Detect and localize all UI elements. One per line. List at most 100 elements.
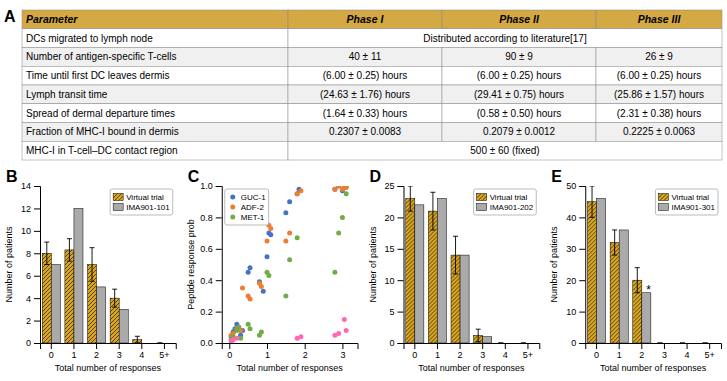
bar	[642, 293, 651, 343]
tick-mark	[414, 343, 415, 349]
tick: 3	[340, 343, 345, 360]
tick-label: 3	[117, 350, 122, 360]
axis-line	[579, 187, 586, 344]
table-text: Number of antigen-specific T-cells	[26, 51, 176, 62]
legend-box	[655, 189, 718, 215]
legend-swatch	[658, 194, 668, 201]
tick-label: 50	[566, 181, 576, 191]
legend-swatch	[477, 194, 487, 201]
legend: Virtual trialIMA901-101	[110, 189, 173, 215]
panel: DTotal number of responsesNumber of pati…	[368, 168, 540, 373]
tick-mark	[579, 312, 585, 313]
tick-label: 4	[139, 350, 144, 360]
table-cell	[288, 141, 722, 160]
error-cap	[680, 343, 685, 344]
tick: 10	[384, 276, 403, 286]
point	[287, 199, 292, 204]
tick: 20	[566, 276, 585, 286]
tick: 12	[21, 204, 40, 214]
table-cell	[442, 85, 596, 104]
error-bar	[69, 239, 70, 261]
error-cap	[657, 343, 662, 344]
legend-box	[225, 189, 269, 225]
panel: CTotal number of responsesPeptide respon…	[186, 168, 358, 373]
table-text: (2.31 ± 0.38) hours	[617, 108, 701, 119]
tick-label: 12	[21, 204, 31, 214]
tick: 1	[617, 343, 622, 360]
table-text: (1.64 ± 0.33) hours	[323, 108, 407, 119]
point	[236, 325, 241, 330]
legend-label: Virtual trial	[490, 193, 528, 202]
error-cap	[112, 307, 117, 308]
error-bar	[432, 192, 433, 230]
table-cell	[442, 104, 596, 123]
tick-label: 10	[21, 226, 31, 236]
legend: GUC-1ADF-2MET-1	[225, 189, 269, 225]
table-text: Spread of dermal departure times	[26, 108, 175, 119]
tick-mark	[51, 343, 52, 349]
y-axis: 01020304050	[566, 181, 586, 348]
table-text: 0.2225 ± 0.0063	[623, 126, 696, 137]
error-bar	[410, 186, 411, 211]
axis-line	[398, 187, 405, 344]
error-bar	[92, 248, 93, 282]
point	[248, 326, 253, 331]
point-series	[229, 186, 349, 338]
legend-label: IMA901-202	[490, 203, 534, 212]
table-text: 0.2079 ± 0.0012	[483, 126, 556, 137]
table-header: Phase I	[347, 13, 385, 25]
error-cap	[135, 343, 140, 344]
tick: 0.0	[200, 338, 222, 348]
plot-area	[229, 186, 349, 343]
tick: 1	[71, 343, 76, 360]
bar	[655, 343, 664, 344]
error-bar	[455, 236, 456, 274]
table-cell	[22, 104, 288, 123]
bar	[597, 199, 606, 343]
error-cap	[67, 261, 72, 262]
point	[283, 238, 288, 243]
tick-label: 8	[26, 249, 31, 259]
table-cell	[596, 123, 722, 142]
tick-mark	[709, 343, 710, 349]
axis-line	[41, 344, 177, 350]
tick-mark	[619, 343, 620, 349]
table-text: Time until first DC leaves dermis	[26, 70, 170, 81]
error-cap	[612, 255, 617, 256]
tick-label: 4	[685, 350, 690, 360]
tick-label: 1	[617, 350, 622, 360]
point	[240, 286, 245, 291]
error-cap	[430, 192, 435, 193]
tick: 1	[435, 343, 440, 360]
tick: 2	[94, 343, 99, 360]
point	[344, 328, 349, 333]
tick-mark	[34, 253, 40, 254]
legend-marker	[230, 215, 235, 220]
error-cap	[498, 343, 503, 344]
error-cap	[453, 273, 458, 274]
x-axis-title: Total number of responses	[418, 363, 525, 373]
tick-label: 5+	[159, 350, 169, 360]
tick-label: 5+	[523, 350, 533, 360]
tick-label: 5	[389, 307, 394, 317]
tick: 30	[566, 244, 585, 254]
error-bar	[46, 242, 47, 264]
tick-mark	[73, 343, 74, 349]
tick: 2	[26, 316, 40, 326]
bar	[119, 309, 128, 343]
tick-mark	[579, 343, 585, 344]
table-text: Distributed according to literature[17]	[423, 33, 587, 44]
legend-label: Virtual trial	[671, 193, 709, 202]
tick-mark	[398, 343, 404, 344]
tick: 5+	[523, 343, 533, 360]
axis-line	[586, 344, 722, 350]
bar	[164, 343, 173, 344]
tick-mark	[641, 343, 642, 349]
tick: 10	[21, 226, 40, 236]
bar	[460, 255, 469, 343]
table-text: (6.00 ± 0.25) hours	[323, 70, 407, 81]
tick-label: 0	[227, 350, 232, 360]
tick-label: 3	[480, 350, 485, 360]
point	[246, 270, 251, 275]
tick-mark	[579, 217, 585, 218]
